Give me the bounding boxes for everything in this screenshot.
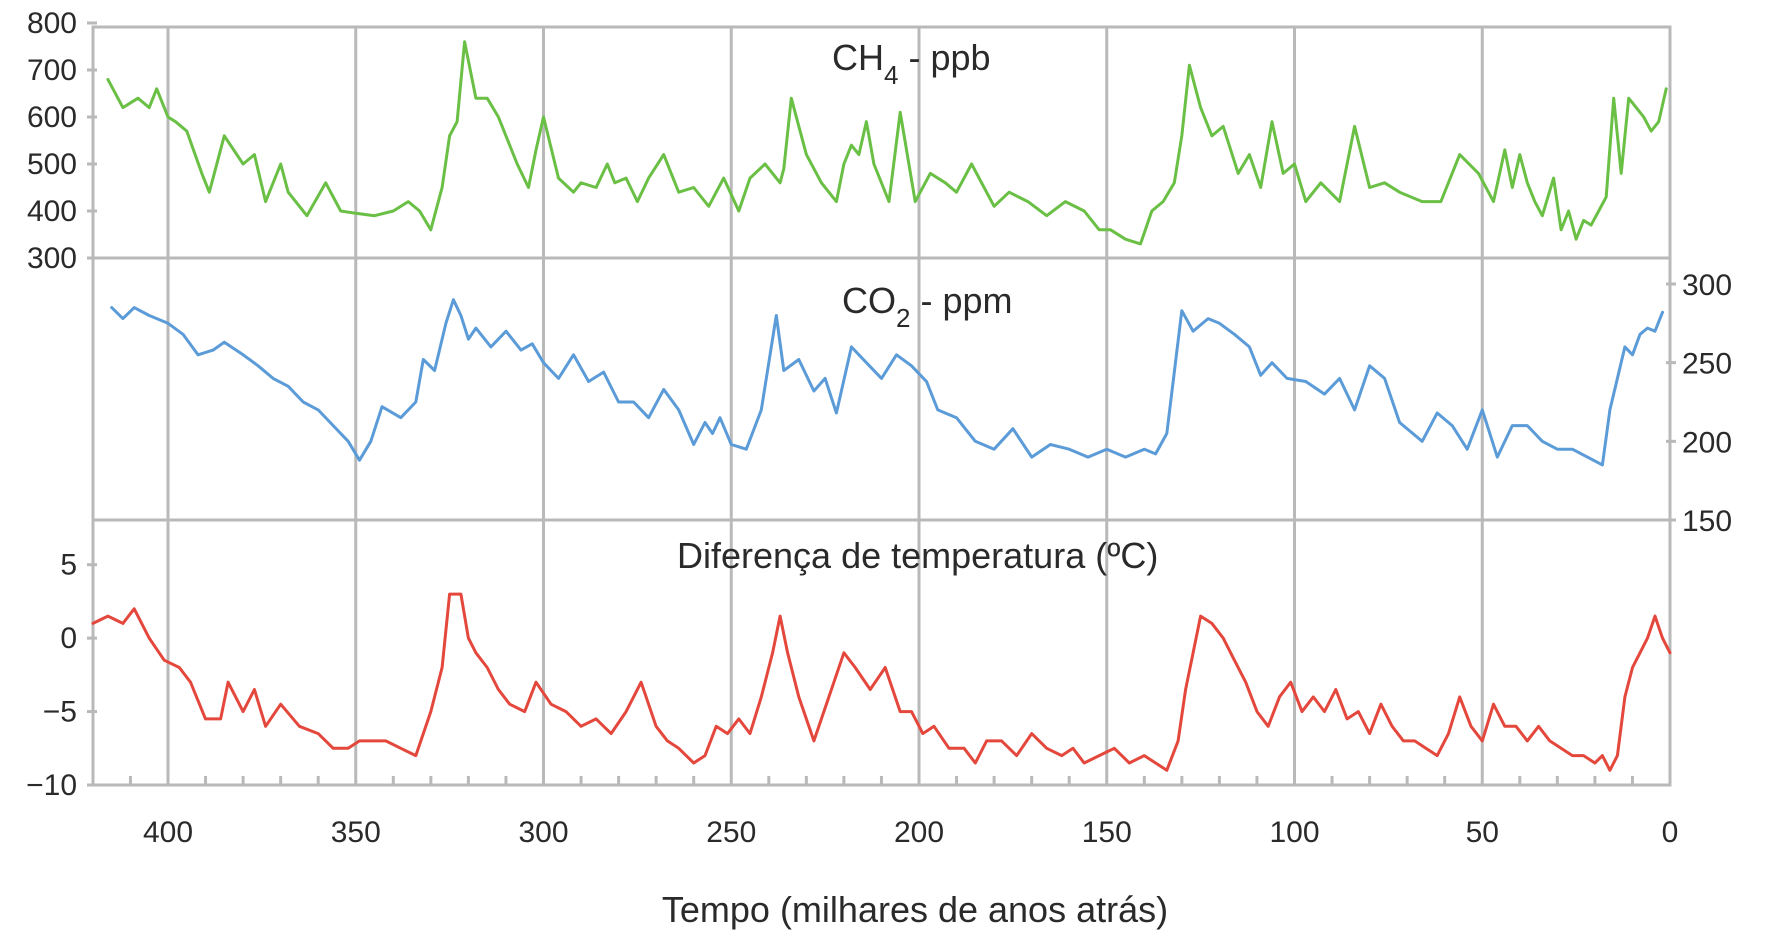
x-tick-label: 150 <box>1082 816 1132 849</box>
co2-title: CO2 - ppm <box>842 280 1013 333</box>
temperature-y-tick-label: 5 <box>60 549 77 582</box>
x-tick-label: 350 <box>331 816 381 849</box>
ch4-y-tick-label: 500 <box>27 148 77 181</box>
temperature-y-tick-label: 0 <box>60 622 77 655</box>
x-tick-label: 0 <box>1662 816 1679 849</box>
co2-y-tick-label: 150 <box>1682 505 1732 538</box>
x-axis-label: Tempo (milhares de anos atrás) <box>662 889 1168 930</box>
tick-layer: 400 350 300 250 200 150 100 50 08007006005004003… <box>26 7 1732 849</box>
ch4-y-tick-label: 800 <box>27 7 77 40</box>
co2-y-tick-label: 200 <box>1682 426 1732 459</box>
x-tick-label: 100 <box>1269 816 1319 849</box>
co2-y-tick-label: 300 <box>1682 269 1732 302</box>
x-tick-label: 200 <box>894 816 944 849</box>
ch4-y-tick-label: 300 <box>27 242 77 275</box>
ch4-series-line <box>106 40 1668 246</box>
x-tick-label: 250 <box>706 816 756 849</box>
ch4-y-tick-label: 700 <box>27 54 77 87</box>
co2-series-line <box>110 298 1664 467</box>
ch4-title: CH4 - ppb <box>832 37 991 90</box>
grid-layer <box>87 21 1676 787</box>
temperature-series-line <box>91 592 1672 772</box>
x-tick-label: 400 <box>143 816 193 849</box>
temperature-title: Diferença de temperatura (ºC) <box>677 535 1158 576</box>
series-layer <box>91 40 1672 772</box>
temperature-y-tick-label: −5 <box>43 696 77 729</box>
x-tick-label: 300 <box>518 816 568 849</box>
x-tick-label: 50 <box>1466 816 1499 849</box>
ch4-y-tick-label: 600 <box>27 101 77 134</box>
temperature-y-tick-label: −10 <box>26 769 77 802</box>
ch4-y-tick-label: 400 <box>27 195 77 228</box>
co2-y-tick-label: 250 <box>1682 348 1732 381</box>
